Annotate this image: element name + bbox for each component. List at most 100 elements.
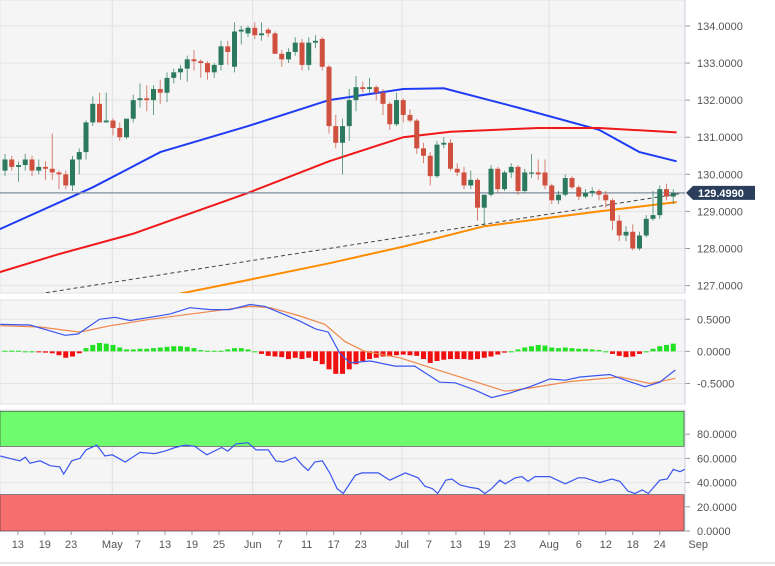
candle: [387, 101, 393, 130]
macd-histogram-bar: [97, 343, 102, 352]
macd-histogram-bar: [171, 346, 177, 352]
candle-body: [610, 200, 615, 221]
candle: [103, 92, 109, 123]
candle: [454, 163, 460, 177]
macd-histogram-bar: [373, 351, 379, 358]
macd-histogram-bar: [427, 351, 433, 363]
candle-body: [549, 185, 555, 201]
macd-histogram-bar: [252, 351, 258, 353]
candle-body: [603, 194, 609, 201]
candle-body: [353, 87, 359, 101]
macd-histogram-bar: [407, 351, 413, 356]
x-tick-label: 13: [12, 539, 24, 551]
candle: [292, 37, 298, 56]
macd-histogram-bar: [306, 351, 312, 358]
x-tick-label: Aug: [539, 539, 559, 551]
macd-histogram-bar: [616, 351, 622, 356]
candle: [265, 27, 271, 38]
candle: [373, 85, 379, 101]
macd-histogram-bar: [225, 349, 231, 352]
candle: [238, 25, 244, 45]
candle-body: [556, 194, 561, 201]
candle: [117, 122, 123, 141]
y-tick-label: 133.0000: [697, 58, 743, 70]
candle-body: [319, 38, 325, 67]
candle-body: [427, 155, 433, 177]
candle: [556, 191, 561, 204]
y-tick-label: 80.0000: [697, 429, 737, 441]
candle-body: [670, 192, 676, 197]
rsi-panel[interactable]: 80.0000 60.0000 40.0000 20.0000 0.0000: [0, 409, 737, 538]
candle: [259, 22, 264, 41]
candle-body: [90, 103, 96, 123]
candle-body: [475, 179, 480, 208]
y-tick-label: 0.5000: [697, 314, 731, 326]
candle-body: [70, 159, 75, 186]
macd-histogram-bar: [22, 351, 28, 353]
candle: [664, 183, 669, 201]
candle: [394, 92, 399, 127]
candle: [319, 37, 325, 71]
candle: [441, 137, 447, 149]
candle-body: [184, 59, 190, 69]
candle-body: [313, 40, 318, 43]
candle-body: [569, 178, 575, 188]
macd-histogram-bar: [90, 344, 96, 352]
candle: [49, 133, 55, 180]
candle-body: [583, 192, 588, 197]
candle: [515, 165, 521, 195]
macd-histogram-bar: [434, 351, 440, 361]
candle: [448, 139, 453, 171]
y-tick-label: 130.0000: [697, 169, 743, 181]
candle-body: [22, 159, 28, 166]
macd-histogram-bar: [130, 349, 136, 352]
macd-line: [0, 303, 676, 399]
candle: [502, 170, 507, 192]
candle: [232, 22, 237, 73]
macd-histogram-bar: [232, 348, 237, 352]
candle-body: [535, 172, 541, 175]
macd-histogram-bar: [394, 351, 399, 356]
candle: [205, 61, 210, 80]
x-axis: 13 19 23 May 7 13 19 25 Jun 7 11 17 23 Jul 7 13 19 23 Aug 6…: [0, 531, 775, 564]
y-tick-label: 40.0000: [697, 478, 737, 490]
candle: [76, 148, 82, 175]
x-tick-label: 17: [328, 539, 340, 551]
macd-histogram-bar: [529, 346, 534, 352]
candle-body: [664, 189, 669, 197]
candle-body: [232, 31, 237, 67]
candle: [97, 92, 102, 123]
macd-histogram-bar: [144, 348, 150, 352]
candle: [522, 168, 528, 193]
y-tick-label: 127.0000: [697, 281, 743, 293]
x-tick-label: 25: [213, 539, 225, 551]
y-tick-label: -0.5000: [697, 378, 734, 390]
macd-histogram-bar: [414, 351, 420, 356]
candle: [144, 85, 150, 112]
macd-histogram-bar: [589, 349, 595, 352]
candle: [542, 159, 548, 190]
candle: [400, 98, 406, 123]
macd-histogram-bar: [2, 350, 8, 352]
candle: [481, 194, 487, 227]
macd-panel[interactable]: 0.5000 0.0000 -0.5000: [0, 299, 734, 405]
candle-body: [205, 63, 210, 73]
candle: [245, 25, 251, 38]
candle-body: [16, 165, 21, 167]
x-tick-label: 23: [65, 539, 77, 551]
price-panel[interactable]: 134.0000 133.0000 132.0000 131.0000 130.0000…: [0, 0, 755, 295]
candle: [353, 76, 359, 112]
macd-histogram-bar: [70, 351, 75, 357]
candle: [421, 142, 426, 164]
price-series: [0, 22, 685, 293]
candle-body: [76, 152, 82, 160]
macd-histogram-bar: [549, 347, 555, 352]
candle-body: [252, 27, 258, 36]
y-tick-label: 20.0000: [697, 502, 737, 514]
candle-body: [157, 89, 163, 93]
x-tick-label: 19: [478, 539, 490, 551]
candle: [56, 170, 62, 190]
candle: [589, 187, 595, 197]
candle-body: [218, 46, 224, 65]
